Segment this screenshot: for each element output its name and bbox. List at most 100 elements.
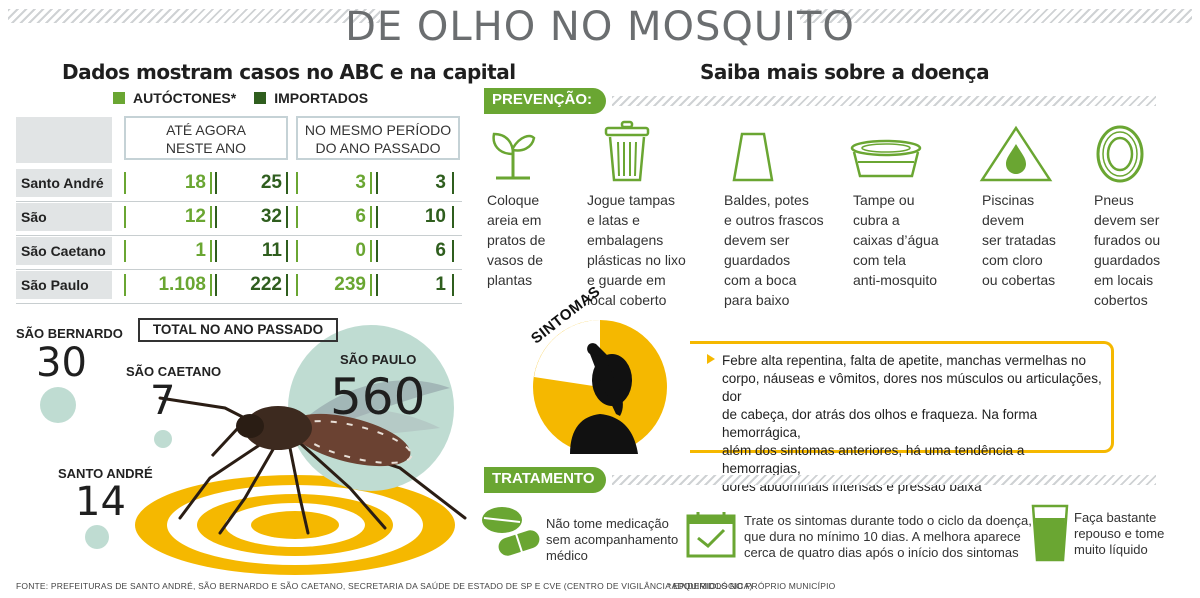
treatment-text-medication: Não tome medicação sem acompanhamento mé… <box>546 516 679 563</box>
row-divider <box>16 201 462 202</box>
trash-can-icon <box>604 120 650 182</box>
prevention-text-water-tank: Tampe ou cubra a caixas d’água com tela … <box>853 192 939 288</box>
prevention-text-buckets: Baldes, potes e outros frascos devem ser… <box>724 192 824 308</box>
footer-note: *ADQUIRIDOS NO PRÓPRIO MUNICÍPIO <box>668 581 836 591</box>
page-title: DE OLHO NO MOSQUITO <box>345 4 855 50</box>
prevention-tag: PREVENÇÃO: <box>484 88 606 114</box>
bar-divider <box>124 274 126 296</box>
treatment-text-rest: Faça bastante repouso e tome muito líqui… <box>1074 510 1165 557</box>
bar-divider <box>124 206 126 228</box>
prevention-text-trash: Jogue tampas e latas e embalagens plásti… <box>587 192 686 308</box>
treatment-tag: TRATAMENTO <box>484 467 606 493</box>
bar-divider <box>376 172 378 194</box>
legend-swatch-autoctones <box>113 92 125 104</box>
legend-label-importados: IMPORTADOS <box>274 90 369 106</box>
value-current-autoctone: 1.108 <box>158 274 206 295</box>
value-previous-importado: 1 <box>435 274 446 295</box>
bar-divider <box>376 240 378 262</box>
bar-divider <box>286 206 288 228</box>
target-rings <box>135 475 455 575</box>
bar-divider <box>376 274 378 296</box>
row-divider <box>16 269 462 270</box>
bar-divider <box>370 240 372 262</box>
calendar-icon <box>686 512 736 558</box>
prevention-hatch <box>612 96 1156 106</box>
bar-divider <box>370 172 372 194</box>
bar-divider <box>296 240 298 262</box>
value-previous-autoctone: 3 <box>355 172 366 193</box>
bar-divider <box>210 206 212 228</box>
value-current-autoctone: 12 <box>184 206 206 227</box>
treatment-hatch <box>612 475 1156 485</box>
total-label: TOTAL NO ANO PASSADO <box>152 322 324 337</box>
row-divider <box>16 303 462 304</box>
value-previous-autoctone: 239 <box>334 274 366 295</box>
tire-icon <box>1096 125 1144 183</box>
mosquito-illustration <box>158 380 467 535</box>
bar-divider <box>452 274 454 296</box>
prevention-text-pools: Piscinas devem ser tratadas com cloro ou… <box>982 192 1056 288</box>
total-value-santo-andre: 14 <box>75 479 126 525</box>
row-city: São Paulo <box>16 271 112 299</box>
column-header-current: ATÉ AGORA NESTE ANO <box>124 116 288 160</box>
bar-divider <box>286 172 288 194</box>
total-city-santo-andre: SANTO ANDRÉ <box>58 466 153 481</box>
value-previous-importado: 6 <box>435 240 446 261</box>
glass-icon <box>1031 504 1069 562</box>
row-city: São Bernardo <box>16 203 112 253</box>
bar-divider <box>215 206 217 228</box>
legend: AUTÓCTONES* IMPORTADOS <box>113 90 368 106</box>
total-value-sao-caetano: 7 <box>150 378 176 424</box>
pills-icon <box>482 507 540 556</box>
prevention-text-tires: Pneus devem ser furados ou guardados em … <box>1094 192 1161 308</box>
value-previous-importado: 10 <box>424 206 446 227</box>
total-value-sao-paulo: 560 <box>330 368 426 426</box>
column-header-previous: NO MESMO PERÍODO DO ANO PASSADO <box>296 116 460 160</box>
bar-divider <box>370 206 372 228</box>
footer-source: FONTE: PREFEITURAS DE SANTO ANDRÉ, SÃO B… <box>16 581 753 591</box>
bar-divider <box>215 172 217 194</box>
legend-label-autoctones: AUTÓCTONES* <box>133 90 237 106</box>
symptoms-box <box>690 341 1114 453</box>
left-subtitle: Dados mostram casos no ABC e na capital <box>62 60 516 84</box>
symptoms-person-icon <box>533 320 667 454</box>
bar-divider <box>124 240 126 262</box>
value-previous-autoctone: 0 <box>355 240 366 261</box>
triangle-bullet-icon <box>707 354 715 364</box>
pool-drop-icon <box>979 125 1053 182</box>
total-city-sao-bernardo: SÃO BERNARDO <box>16 326 123 341</box>
bar-divider <box>124 172 126 194</box>
value-current-autoctone: 18 <box>184 172 206 193</box>
bar-divider <box>286 274 288 296</box>
value-current-importado: 222 <box>250 274 282 295</box>
value-current-autoctone: 1 <box>195 240 206 261</box>
prevention-text-sand: Coloque areia em pratos de vasos de plan… <box>487 192 546 288</box>
bar-divider <box>286 240 288 262</box>
treatment-text-symptoms: Trate os sintomas durante todo o ciclo d… <box>744 513 1032 560</box>
title-hatch-left <box>8 9 380 23</box>
bucket-icon <box>732 132 774 182</box>
value-previous-autoctone: 6 <box>355 206 366 227</box>
bar-divider <box>215 240 217 262</box>
title-hatch-right <box>800 9 1192 23</box>
bar-divider <box>215 274 217 296</box>
total-label-box: TOTAL NO ANO PASSADO <box>138 318 338 342</box>
plant-icon <box>492 132 536 180</box>
bubble-sao-caetano <box>154 430 172 448</box>
bar-divider <box>210 274 212 296</box>
row-divider <box>16 235 462 236</box>
bar-divider <box>296 172 298 194</box>
data-table: Santo André 18 25 3 3 São Bernardo 12 32… <box>16 168 462 304</box>
legend-swatch-importados <box>254 92 267 104</box>
bar-divider <box>452 240 454 262</box>
total-city-sao-paulo: SÃO PAULO <box>340 352 417 367</box>
bar-divider <box>452 172 454 194</box>
bar-divider <box>210 172 212 194</box>
bubble-santo-andre <box>85 525 109 549</box>
bar-divider <box>296 206 298 228</box>
bar-divider <box>452 206 454 228</box>
total-city-sao-caetano: SÃO CAETANO <box>126 364 222 379</box>
value-current-importado: 25 <box>260 172 282 193</box>
bubble-sao-bernardo <box>40 387 76 423</box>
row-city: São Caetano <box>16 237 112 265</box>
